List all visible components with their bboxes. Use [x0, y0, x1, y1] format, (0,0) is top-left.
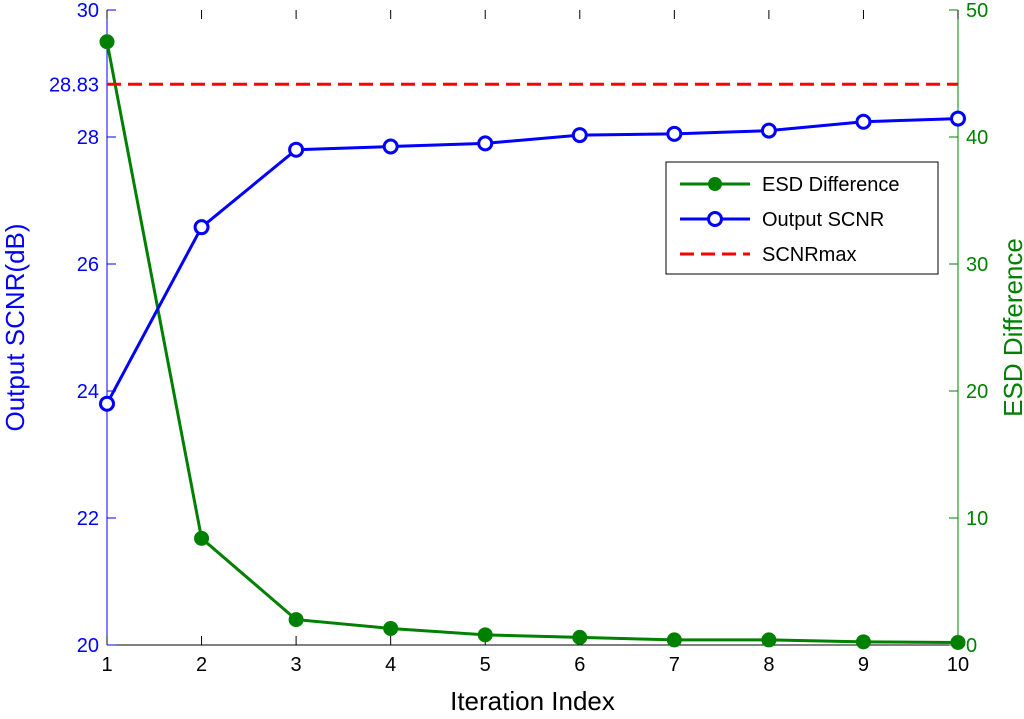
- legend-marker-esd-difference: [708, 177, 722, 191]
- x-tick-label: 5: [480, 654, 491, 676]
- data-point-esd-difference: [383, 620, 399, 636]
- y-left-tick-label: 22: [77, 508, 99, 530]
- series-line-esd-difference: [105, 41, 959, 644]
- legend-label-scnrmax: SCNRmax: [762, 244, 856, 266]
- x-tick-label: 9: [858, 654, 869, 676]
- data-point-output-scnr: [382, 138, 399, 155]
- data-point-esd-difference: [855, 634, 871, 650]
- y-left-tick-label: 28.83: [49, 74, 99, 96]
- y-right-tick-label: 50: [966, 0, 988, 22]
- data-point-output-scnr: [760, 122, 777, 139]
- data-point-esd-difference: [572, 629, 588, 645]
- x-tick-label: 7: [669, 654, 680, 676]
- y-right-tick-label: 30: [966, 254, 988, 276]
- x-tick-label: 10: [947, 654, 969, 676]
- data-point-esd-difference: [194, 530, 210, 546]
- x-tick-label: 1: [101, 654, 112, 676]
- y-left-tick-label: 30: [77, 0, 99, 22]
- x-tick-label: 4: [385, 654, 396, 676]
- data-point-esd-difference: [99, 34, 115, 50]
- x-axis-title: Iteration Index: [450, 686, 615, 714]
- legend-marker-output-scnr: [707, 211, 723, 227]
- data-point-esd-difference: [666, 632, 682, 648]
- legend-label-esd-difference: ESD Difference: [762, 174, 899, 196]
- y-right-tick-label: 0: [966, 635, 977, 657]
- data-point-esd-difference: [477, 627, 493, 643]
- data-point-output-scnr: [855, 113, 872, 130]
- legend-label-output-scnr: Output SCNR: [762, 209, 884, 231]
- y-right-tick-label: 20: [966, 381, 988, 403]
- data-point-output-scnr: [666, 125, 683, 142]
- y-left-tick-label: 26: [77, 254, 99, 276]
- data-point-output-scnr: [477, 135, 494, 152]
- data-point-output-scnr: [950, 110, 966, 127]
- data-point-esd-difference: [761, 632, 777, 648]
- x-tick-label: 3: [291, 654, 302, 676]
- data-point-esd-difference: [950, 634, 966, 650]
- legend: ESD Difference Output SCNR SCNRmax: [665, 161, 939, 275]
- data-point-output-scnr: [571, 127, 588, 144]
- y-axis-left-title: Output SCNR(dB): [0, 223, 30, 431]
- y-axis-right-title: ESD Difference: [998, 238, 1024, 417]
- data-point-output-scnr: [99, 395, 115, 412]
- series-line-output-scnr: [105, 117, 959, 405]
- data-point-output-scnr: [288, 141, 305, 158]
- y-right-tick-label: 40: [966, 127, 988, 149]
- x-tick-label: 6: [574, 654, 585, 676]
- y-left-tick-label: 20: [77, 635, 99, 657]
- data-point-output-scnr: [193, 219, 210, 236]
- y-left-tick-label: 28: [77, 127, 99, 149]
- x-tick-label: 8: [763, 654, 774, 676]
- x-tick-label: 2: [196, 654, 207, 676]
- data-point-esd-difference: [288, 612, 304, 628]
- y-left-tick-label: 24: [77, 381, 99, 403]
- y-right-tick-label: 10: [966, 508, 988, 530]
